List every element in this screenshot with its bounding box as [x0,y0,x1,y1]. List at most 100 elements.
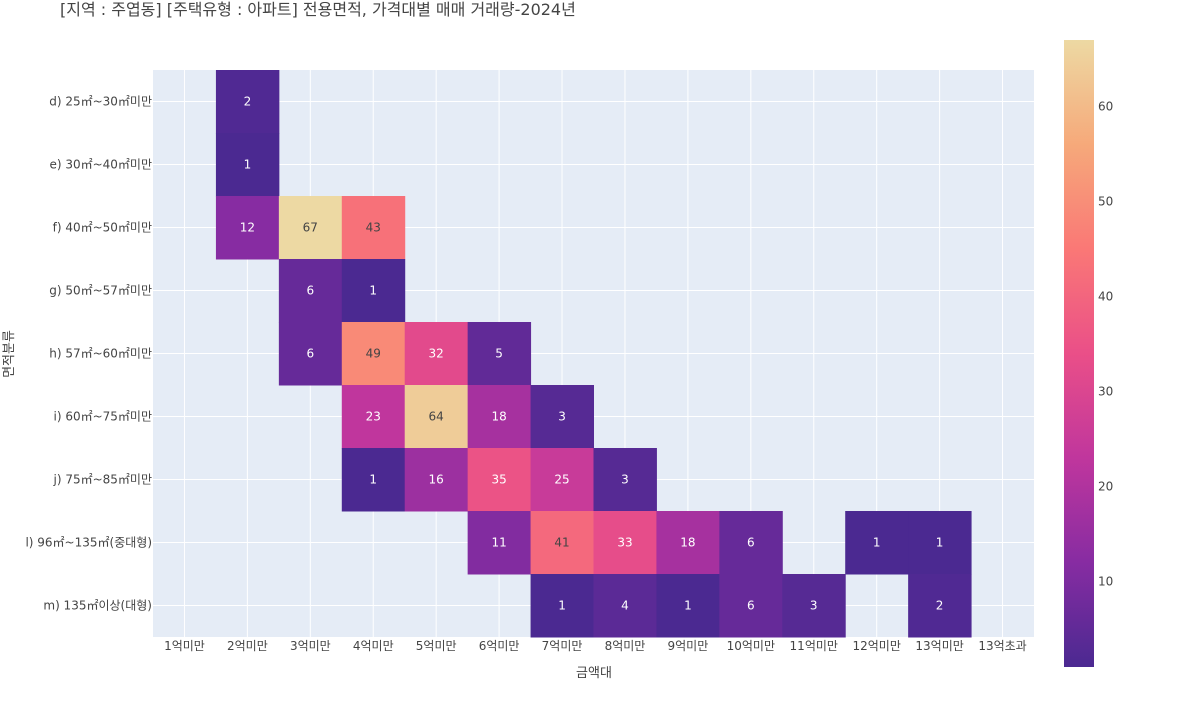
heatmap-cell [467,448,532,512]
heatmap-cell [719,511,783,575]
y-tick-label: e) 30㎡~40㎡미만 [49,158,152,172]
x-tick-label: 3억미만 [290,639,331,653]
cell-value-label: 33 [617,536,632,550]
y-tick-label: h) 57㎡~60㎡미만 [49,347,152,361]
x-tick-label: 2억미만 [227,639,268,653]
heatmap-cell [215,133,280,197]
heatmap-cell [656,511,720,575]
cell-value-label: 41 [554,536,569,550]
heatmap-cell [404,448,469,512]
cell-value-label: 2 [244,95,252,109]
y-axis-ticks: d) 25㎡~30㎡미만 e) 30㎡~40㎡미만 f) 40㎡~50㎡미만 g) 5… [25,95,152,613]
x-tick-label: 11억미만 [790,639,838,653]
cell-value-label: 1 [873,536,881,550]
heatmap-cell [341,322,406,386]
cell-value-label: 2 [936,599,944,613]
heatmap-cell [656,574,720,638]
y-tick-label: f) 40㎡~50㎡미만 [53,221,152,235]
cell-value-label: 6 [307,347,315,361]
y-tick-label: g) 50㎡~57㎡미만 [49,284,152,298]
cell-value-label: 16 [429,473,444,487]
heatmap-cell [530,448,594,512]
heatmap-cell [845,511,909,575]
y-tick-label: i) 60㎡~75㎡미만 [53,410,152,424]
x-tick-label: 12억미만 [852,639,900,653]
y-tick-label: j) 75㎡~85㎡미만 [52,473,152,487]
cell-value-label: 23 [366,410,381,424]
cell-value-label: 6 [747,536,755,550]
x-tick-label: 6억미만 [479,639,520,653]
cell-value-label: 67 [303,221,318,235]
x-axis-ticks: 1억미만 2억미만 3억미만 4억미만 5억미만 6억미만 7억미만 8억미만 9억미만 10억미… [164,639,1027,653]
x-tick-label: 1억미만 [164,639,205,653]
x-axis-title: 금액대 [576,666,612,681]
cell-value-label: 18 [491,410,506,424]
heatmap-cell [467,385,532,449]
heatmap-cell [215,70,280,134]
cell-value-label: 1 [369,284,377,298]
cell-value-label: 6 [307,284,315,298]
heatmap-cell [908,511,972,575]
y-tick-label: m) 135㎡이상(대형) [43,599,152,613]
heatmap-cell [341,196,406,260]
x-tick-label: 4억미만 [353,639,394,653]
cell-value-label: 11 [491,536,506,550]
heatmap-cell [278,259,343,323]
heatmap-cell [341,259,406,323]
cell-value-label: 3 [558,410,566,424]
heatmap-cells [215,70,972,638]
x-tick-label: 13억초과 [978,639,1026,653]
heatmap-cell [404,322,469,386]
cell-value-label: 1 [369,473,377,487]
heatmap-cell [593,574,657,638]
colorbar-tick-label: 10 [1098,575,1113,589]
colorbar-ticks: 10 20 30 40 50 60 [1098,100,1113,589]
cell-value-label: 25 [554,473,569,487]
heatmap-cell [782,574,846,638]
cell-value-label: 49 [366,347,381,361]
colorbar [1064,40,1094,667]
colorbar-tick-label: 30 [1098,385,1113,399]
colorbar-tick-label: 20 [1098,480,1113,494]
cell-value-label: 64 [429,410,444,424]
x-tick-label: 5억미만 [416,639,457,653]
x-tick-label: 10억미만 [727,639,775,653]
cell-value-label: 4 [621,599,629,613]
cell-value-label: 6 [747,599,755,613]
cell-value-label: 1 [684,599,692,613]
x-tick-label: 8억미만 [605,639,646,653]
chart-title: [지역 : 주엽동] [주택유형 : 아파트] 전용면적, 가격대별 매매 거래… [60,0,576,19]
heatmap-cell [404,385,469,449]
cell-value-label: 3 [810,599,818,613]
heatmap-cell [467,511,532,575]
cell-value-label: 5 [495,347,503,361]
heatmap-cell [530,511,594,575]
cell-value-label: 43 [366,221,381,235]
heatmap-cell [341,448,406,512]
cell-value-label: 3 [621,473,629,487]
cell-value-label: 1 [244,158,252,172]
colorbar-tick-label: 50 [1098,195,1113,209]
x-tick-label: 9억미만 [668,639,709,653]
heatmap-cell [530,385,594,449]
cell-value-label: 35 [491,473,506,487]
heatmap-cell [530,574,594,638]
heatmap-cell [467,322,532,386]
y-tick-label: l) 96㎡~135㎡(중대형) [25,536,152,550]
colorbar-tick-label: 60 [1098,100,1113,114]
cell-value-label: 32 [429,347,444,361]
heatmap-cell [278,322,343,386]
y-tick-label: d) 25㎡~30㎡미만 [49,95,152,109]
cell-value-label: 1 [558,599,566,613]
cell-value-label: 12 [240,221,255,235]
x-tick-label: 13억미만 [915,639,963,653]
heatmap-cell [719,574,783,638]
heatmap-cell [215,196,280,260]
cell-value-label: 1 [936,536,944,550]
heatmap-cell [593,448,657,512]
colorbar-tick-label: 40 [1098,290,1113,304]
heatmap-cell [593,511,657,575]
y-axis-title: 면적분류 [2,330,17,378]
